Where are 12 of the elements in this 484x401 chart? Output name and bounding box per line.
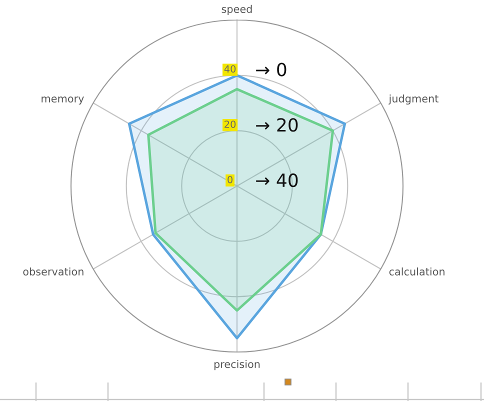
y-tick-label: 40 bbox=[224, 65, 236, 73]
y-tick-label: 0 bbox=[228, 176, 233, 184]
spoke-label: precision bbox=[214, 360, 260, 370]
spoke-label: speed bbox=[222, 4, 252, 15]
spoke-label: judgment bbox=[388, 94, 438, 105]
spoke-label: memory bbox=[42, 96, 84, 105]
text: → 0 bbox=[256, 62, 286, 76]
spoke-label: calculation bbox=[389, 267, 444, 276]
text: → 20 bbox=[256, 118, 298, 132]
y-tick-label: 20 bbox=[224, 120, 236, 128]
text: → 40 bbox=[256, 173, 298, 188]
spoke-label: observation bbox=[23, 267, 84, 276]
